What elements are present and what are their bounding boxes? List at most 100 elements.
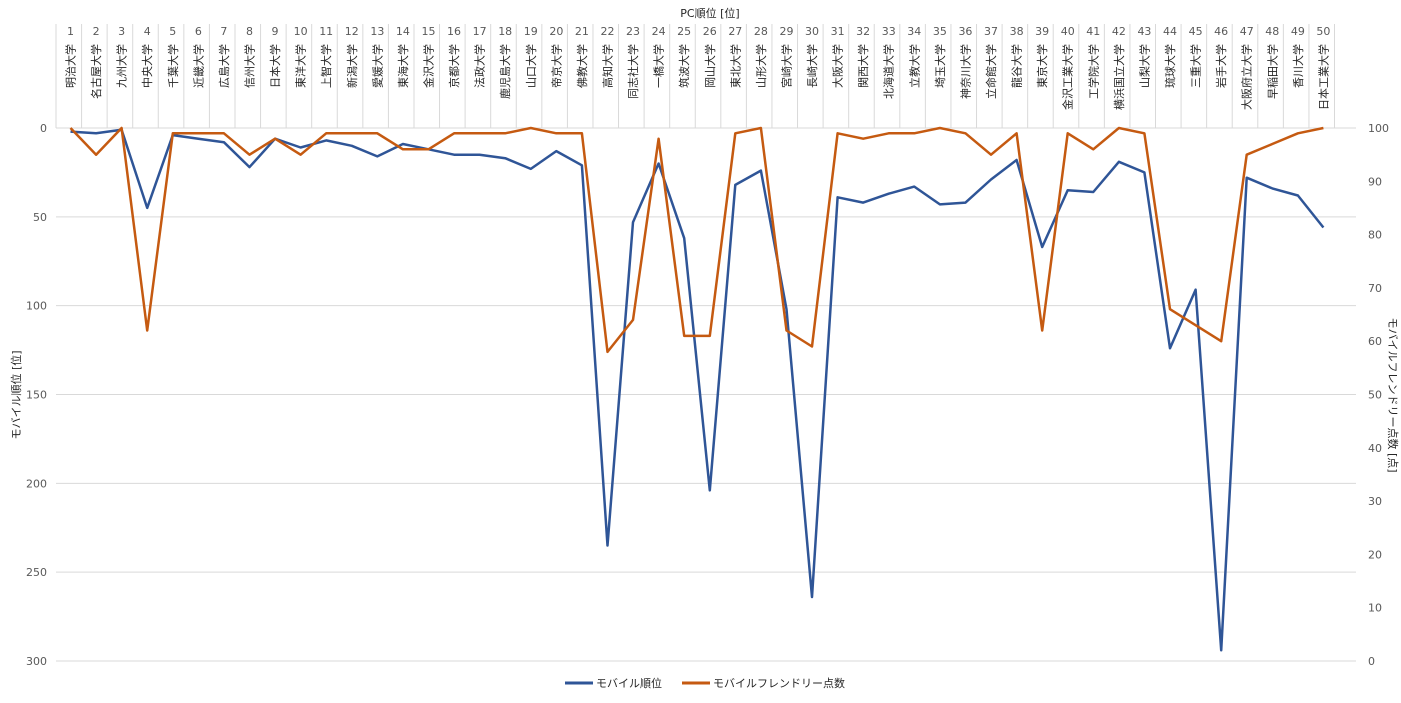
top-tick-label: 33 xyxy=(882,25,896,38)
category-label: 信州大学 xyxy=(242,44,256,88)
right-tick-label: 0 xyxy=(1368,655,1375,668)
right-tick-label: 50 xyxy=(1368,389,1382,402)
category-label: 九州大学 xyxy=(115,44,129,88)
top-tick-label: 31 xyxy=(831,25,845,38)
category-label: 佛教大学 xyxy=(575,44,589,88)
category-label: 埼玉大学 xyxy=(933,44,947,88)
top-tick-label: 35 xyxy=(933,25,947,38)
category-label: 日本工業大学 xyxy=(1316,44,1330,110)
left-axis-title: モバイル順位 [位] xyxy=(9,350,23,439)
category-labels: 明治大学 名古屋大学 九州大学 中央大学 千葉大学 近畿大学 広島大学 信州大学 日本大学 東洋大… xyxy=(64,44,1331,110)
top-tick-label: 44 xyxy=(1163,25,1177,38)
category-label: 千葉大学 xyxy=(166,44,180,88)
category-label: 帝京大学 xyxy=(549,44,563,88)
left-tick-label: 300 xyxy=(26,655,47,668)
top-tick-label: 24 xyxy=(652,25,666,38)
category-label: 法政大学 xyxy=(473,44,487,88)
category-label: 大阪府立大学 xyxy=(1240,44,1254,110)
category-label: 同志社大学 xyxy=(626,44,640,99)
top-tick-label: 17 xyxy=(473,25,487,38)
category-label: 筑波大学 xyxy=(677,44,691,88)
gridlines xyxy=(56,127,1356,662)
category-label: 新潟大学 xyxy=(345,44,359,88)
top-tick-label: 42 xyxy=(1112,25,1126,38)
top-tick-label: 27 xyxy=(728,25,742,38)
category-label: 近畿大学 xyxy=(191,44,205,88)
top-tick-label: 37 xyxy=(984,25,998,38)
right-tick-label: 30 xyxy=(1368,495,1382,508)
category-label: 山形大学 xyxy=(754,44,768,88)
top-tick-label: 50 xyxy=(1316,25,1330,38)
top-tick-label: 19 xyxy=(524,25,538,38)
left-tick-label: 50 xyxy=(33,211,47,224)
category-label: 早稲田大学 xyxy=(1265,44,1279,99)
category-label: 香川大学 xyxy=(1291,44,1305,88)
category-label: 岡山大学 xyxy=(703,44,717,88)
category-label: 東京大学 xyxy=(1035,44,1049,88)
top-tick-label: 48 xyxy=(1265,25,1279,38)
left-tick-label: 0 xyxy=(40,122,47,135)
top-tick-label: 46 xyxy=(1214,25,1228,38)
top-tick-label: 14 xyxy=(396,25,410,38)
top-tick-label: 23 xyxy=(626,25,640,38)
top-axis-title: PC順位 [位] xyxy=(680,6,739,20)
category-label: 三重大学 xyxy=(1189,44,1203,88)
category-label: 高知大学 xyxy=(600,44,614,88)
category-label: 神奈川大学 xyxy=(958,44,972,99)
top-tick-label: 8 xyxy=(246,25,253,38)
top-tick-label: 3 xyxy=(118,25,125,38)
category-label: 名古屋大学 xyxy=(89,44,103,99)
right-axis-ticks: 0 10 20 30 40 50 60 70 80 90 100 xyxy=(1368,122,1389,668)
top-tick-label: 15 xyxy=(421,25,435,38)
top-tick-label: 28 xyxy=(754,25,768,38)
category-label: 京都大学 xyxy=(447,44,461,88)
right-tick-label: 60 xyxy=(1368,335,1382,348)
top-tick-label: 5 xyxy=(169,25,176,38)
category-label: 一橋大学 xyxy=(652,44,666,88)
top-tick-label: 12 xyxy=(345,25,359,38)
category-label: 東海大学 xyxy=(396,44,410,88)
right-tick-label: 90 xyxy=(1368,175,1382,188)
top-tick-label: 1 xyxy=(67,25,74,38)
category-label: 日本大学 xyxy=(268,44,282,88)
top-tick-label: 29 xyxy=(779,25,793,38)
category-label: 鹿児島大学 xyxy=(498,44,512,99)
right-tick-label: 70 xyxy=(1368,282,1382,295)
category-label: 金沢工業大学 xyxy=(1061,44,1075,110)
category-label: 宮崎大学 xyxy=(779,44,793,88)
left-tick-label: 150 xyxy=(26,389,47,402)
top-tick-label: 11 xyxy=(319,25,333,38)
series-line-friendly-score xyxy=(69,126,1324,354)
top-tick-label: 25 xyxy=(677,25,691,38)
category-label: 金沢大学 xyxy=(421,44,435,88)
category-label: 山梨大学 xyxy=(1137,44,1151,88)
category-label: 琉球大学 xyxy=(1163,44,1177,88)
top-tick-label: 6 xyxy=(195,25,202,38)
top-tick-label: 39 xyxy=(1035,25,1049,38)
category-label: 愛媛大学 xyxy=(370,44,384,88)
top-tick-label: 7 xyxy=(220,25,227,38)
legend-label-mobile-rank: モバイル順位 xyxy=(596,676,662,690)
top-tick-label: 2 xyxy=(93,25,100,38)
series-lines xyxy=(69,126,1325,652)
top-tick-label: 13 xyxy=(370,25,384,38)
top-tick-label: 34 xyxy=(907,25,921,38)
top-tick-label: 16 xyxy=(447,25,461,38)
category-label: 横浜国立大学 xyxy=(1112,44,1126,110)
left-tick-label: 200 xyxy=(26,477,47,490)
top-tick-label: 40 xyxy=(1061,25,1075,38)
top-tick-label: 18 xyxy=(498,25,512,38)
category-label: 工学院大学 xyxy=(1086,44,1100,99)
category-label: 広島大学 xyxy=(217,44,231,88)
right-tick-label: 80 xyxy=(1368,229,1382,242)
top-tick-label: 21 xyxy=(575,25,589,38)
top-axis-rank-labels: 1 2 3 4 5 6 7 8 9 10 11 12 13 14 15 16 17 18 19 20 21 22 23 24 2… xyxy=(55,24,1335,128)
category-label: 立命館大学 xyxy=(984,44,998,99)
top-tick-label: 4 xyxy=(144,25,151,38)
top-tick-label: 36 xyxy=(958,25,972,38)
category-label: 龍谷大学 xyxy=(1010,44,1024,88)
top-tick-label: 26 xyxy=(703,25,717,38)
right-tick-label: 10 xyxy=(1368,602,1382,615)
top-tick-label: 41 xyxy=(1086,25,1100,38)
